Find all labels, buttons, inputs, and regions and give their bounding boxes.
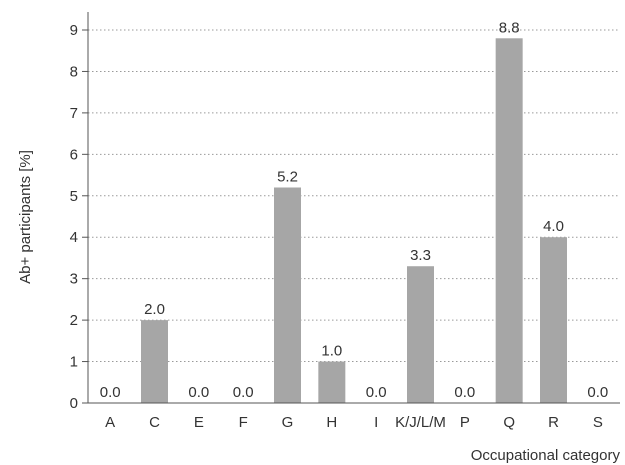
bar-value-label: 0.0 [587,384,608,401]
x-tick-label: H [326,414,337,431]
x-tick-label: S [593,414,603,431]
y-tick-label: 2 [70,312,78,329]
bar [407,266,434,403]
value-labels: 0.0 2.0 0.0 0.0 5.2 1.0 0.0 3.3 0.0 8.8 4.0 0.0 [100,19,609,401]
y-tick-label: 9 [70,22,78,39]
x-axis-label: Occupational category [471,447,621,464]
bar-value-label: 0.0 [454,384,475,401]
bar-value-label: 0.0 [100,384,121,401]
x-tick-label: E [194,414,204,431]
x-tick-labels: A C E F G H I K/J/L/M P Q R S [105,414,603,431]
x-tick-label: K/J/L/M [395,414,446,431]
y-tick-label: 1 [70,354,78,371]
x-tick-label: Q [503,414,515,431]
gridlines [88,29,620,363]
y-tick-label: 7 [70,105,78,122]
x-tick-label: I [374,414,378,431]
x-tick-label: C [149,414,160,431]
bar [274,187,301,403]
bar-value-label: 0.0 [233,384,254,401]
bar-value-label: 4.0 [543,218,564,235]
bar [540,237,567,403]
y-tick-label: 6 [70,146,78,163]
y-axis-label: Ab+ participants [%] [17,150,34,284]
x-tick-label: G [282,414,294,431]
x-tick-label: A [105,414,115,431]
y-tick-label: 5 [70,188,78,205]
y-tick-labels: 0 1 2 3 4 5 6 7 8 9 [70,22,88,412]
y-tick-label: 8 [70,63,78,80]
bar [495,38,523,404]
x-tick-label: P [460,414,470,431]
bar [318,361,346,403]
bar-value-label: 0.0 [366,384,387,401]
y-tick-label: 0 [70,395,78,412]
bars [141,38,567,404]
x-tick-label: R [548,414,559,431]
y-tick-label: 4 [70,229,78,246]
bar-value-label: 5.2 [277,168,298,185]
bar-value-label: 3.3 [410,247,431,264]
x-tick-label: F [239,414,248,431]
bar-value-label: 1.0 [321,343,342,360]
bar [141,320,168,403]
bar-value-label: 8.8 [499,19,520,36]
y-tick-label: 3 [70,271,78,288]
axes [87,12,620,404]
bar-value-label: 0.0 [188,384,209,401]
bar-value-label: 2.0 [144,301,165,318]
